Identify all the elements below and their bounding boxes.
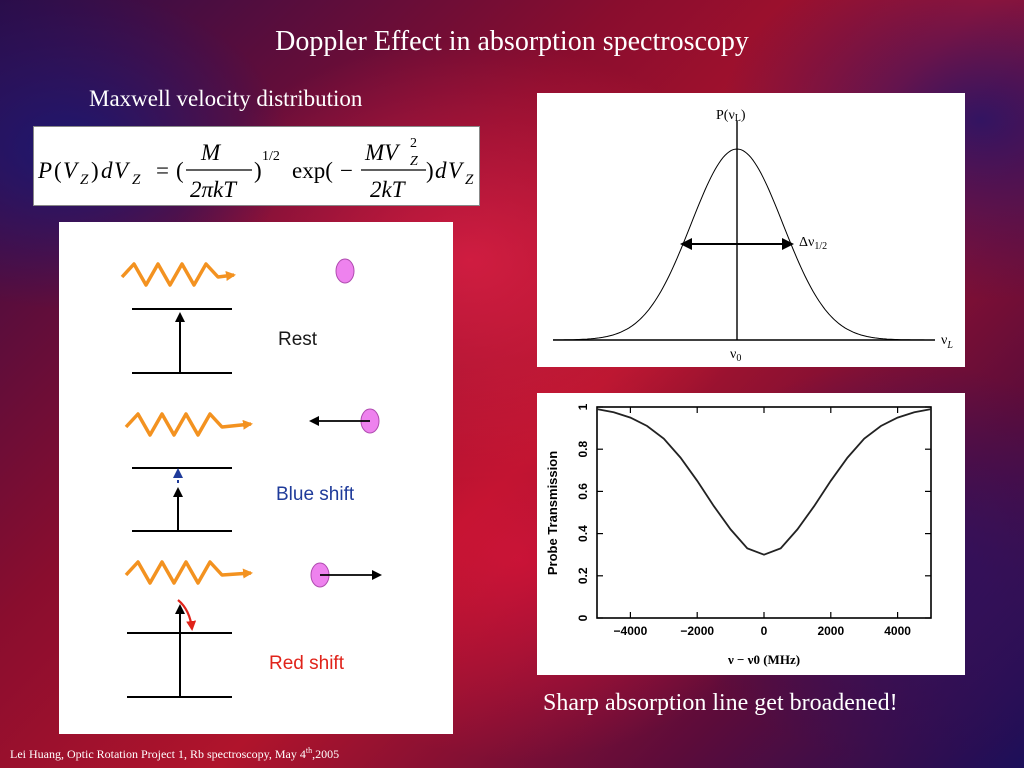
formula-paren-close: ) <box>91 158 99 183</box>
transmission-chart: −4000 −2000 0 2000 4000 0 0.2 0.4 0.6 0.8 1 Probe … <box>537 393 965 675</box>
maxwell-formula: P ( V Z ) d V Z = ( M 2πkT ) 1/2 exp( − … <box>33 126 480 206</box>
doppler-diagram: Rest Blue shift Red shift <box>59 222 453 734</box>
formula-frac1-den: 2πkT <box>190 177 238 202</box>
formula-z2: Z <box>132 172 141 188</box>
formula-v: V <box>63 158 80 183</box>
y-tick-label: 0 <box>576 614 590 621</box>
formula-d: d <box>101 158 113 183</box>
formula-exponent: 1/2 <box>262 149 280 164</box>
x-tick-label: −2000 <box>680 624 714 638</box>
formula-v2: V <box>114 158 131 183</box>
slide-footer: Lei Huang, Optic Rotation Project 1, Rb … <box>10 746 340 761</box>
formula-close-paren: ) <box>254 158 262 183</box>
width-label: Δν1/2 <box>799 235 827 252</box>
gaussian-plot: P(νL) Δν1/2 ν0 νL <box>537 93 965 367</box>
chart-xlabel: ν − ν0 (MHz) <box>727 652 800 667</box>
center-label: ν0 <box>730 347 741 364</box>
x-tick-label: −4000 <box>614 624 648 638</box>
gauss-curve <box>553 148 935 341</box>
label-red-shift: Red shift <box>269 653 344 674</box>
label-rest: Rest <box>278 329 318 350</box>
y-tick-label: 0.8 <box>576 441 590 458</box>
x-tick-label: 0 <box>761 624 768 638</box>
formula-equals: = <box>156 158 169 183</box>
atom-rest <box>335 258 355 284</box>
slide-caption: Sharp absorption line get broadened! <box>543 690 898 716</box>
formula-minus: − <box>340 158 353 183</box>
formula-frac2-den: 2kT <box>370 177 407 202</box>
formula-frac2-num: MV <box>364 140 401 165</box>
x-tick-label: 4000 <box>884 624 911 638</box>
formula-paren: ( <box>54 158 62 183</box>
series-line-probe-transmission <box>596 408 932 556</box>
formula-rhs-v: V <box>448 158 465 183</box>
formula-frac2-sup: 2 <box>410 136 417 151</box>
photon-wave-rest <box>120 262 236 287</box>
gauss-ylabel: P(νL) <box>716 108 746 124</box>
slide-title: Doppler Effect in absorption spectroscop… <box>275 26 749 57</box>
formula-open-paren: ( <box>176 158 184 183</box>
x-tick-label: 2000 <box>817 624 844 638</box>
formula-z: Z <box>80 172 89 188</box>
formula-rhs-z: Z <box>465 172 474 188</box>
label-blue-shift: Blue shift <box>276 484 355 505</box>
formula-frac1-num: M <box>200 140 222 165</box>
formula-p: P <box>37 158 52 183</box>
formula-rhs-d: d <box>435 158 447 183</box>
chart-ylabel: Probe Transmission <box>545 451 560 575</box>
photon-wave-red <box>124 560 253 585</box>
y-tick-label: 0.2 <box>576 567 590 584</box>
red-shift-arrow <box>177 599 197 631</box>
formula-exp: exp( <box>292 158 333 183</box>
formula-rhs-close: ) <box>426 158 434 183</box>
slide-subtitle: Maxwell velocity distribution <box>89 86 363 111</box>
chart-frame <box>596 406 932 619</box>
gauss-xlabel: νL <box>941 333 953 351</box>
y-tick-label: 1 <box>576 403 590 410</box>
y-tick-label: 0.6 <box>576 483 590 500</box>
photon-wave-blue <box>124 412 253 437</box>
y-tick-label: 0.4 <box>576 525 590 542</box>
formula-frac2-sub: Z <box>410 154 418 169</box>
